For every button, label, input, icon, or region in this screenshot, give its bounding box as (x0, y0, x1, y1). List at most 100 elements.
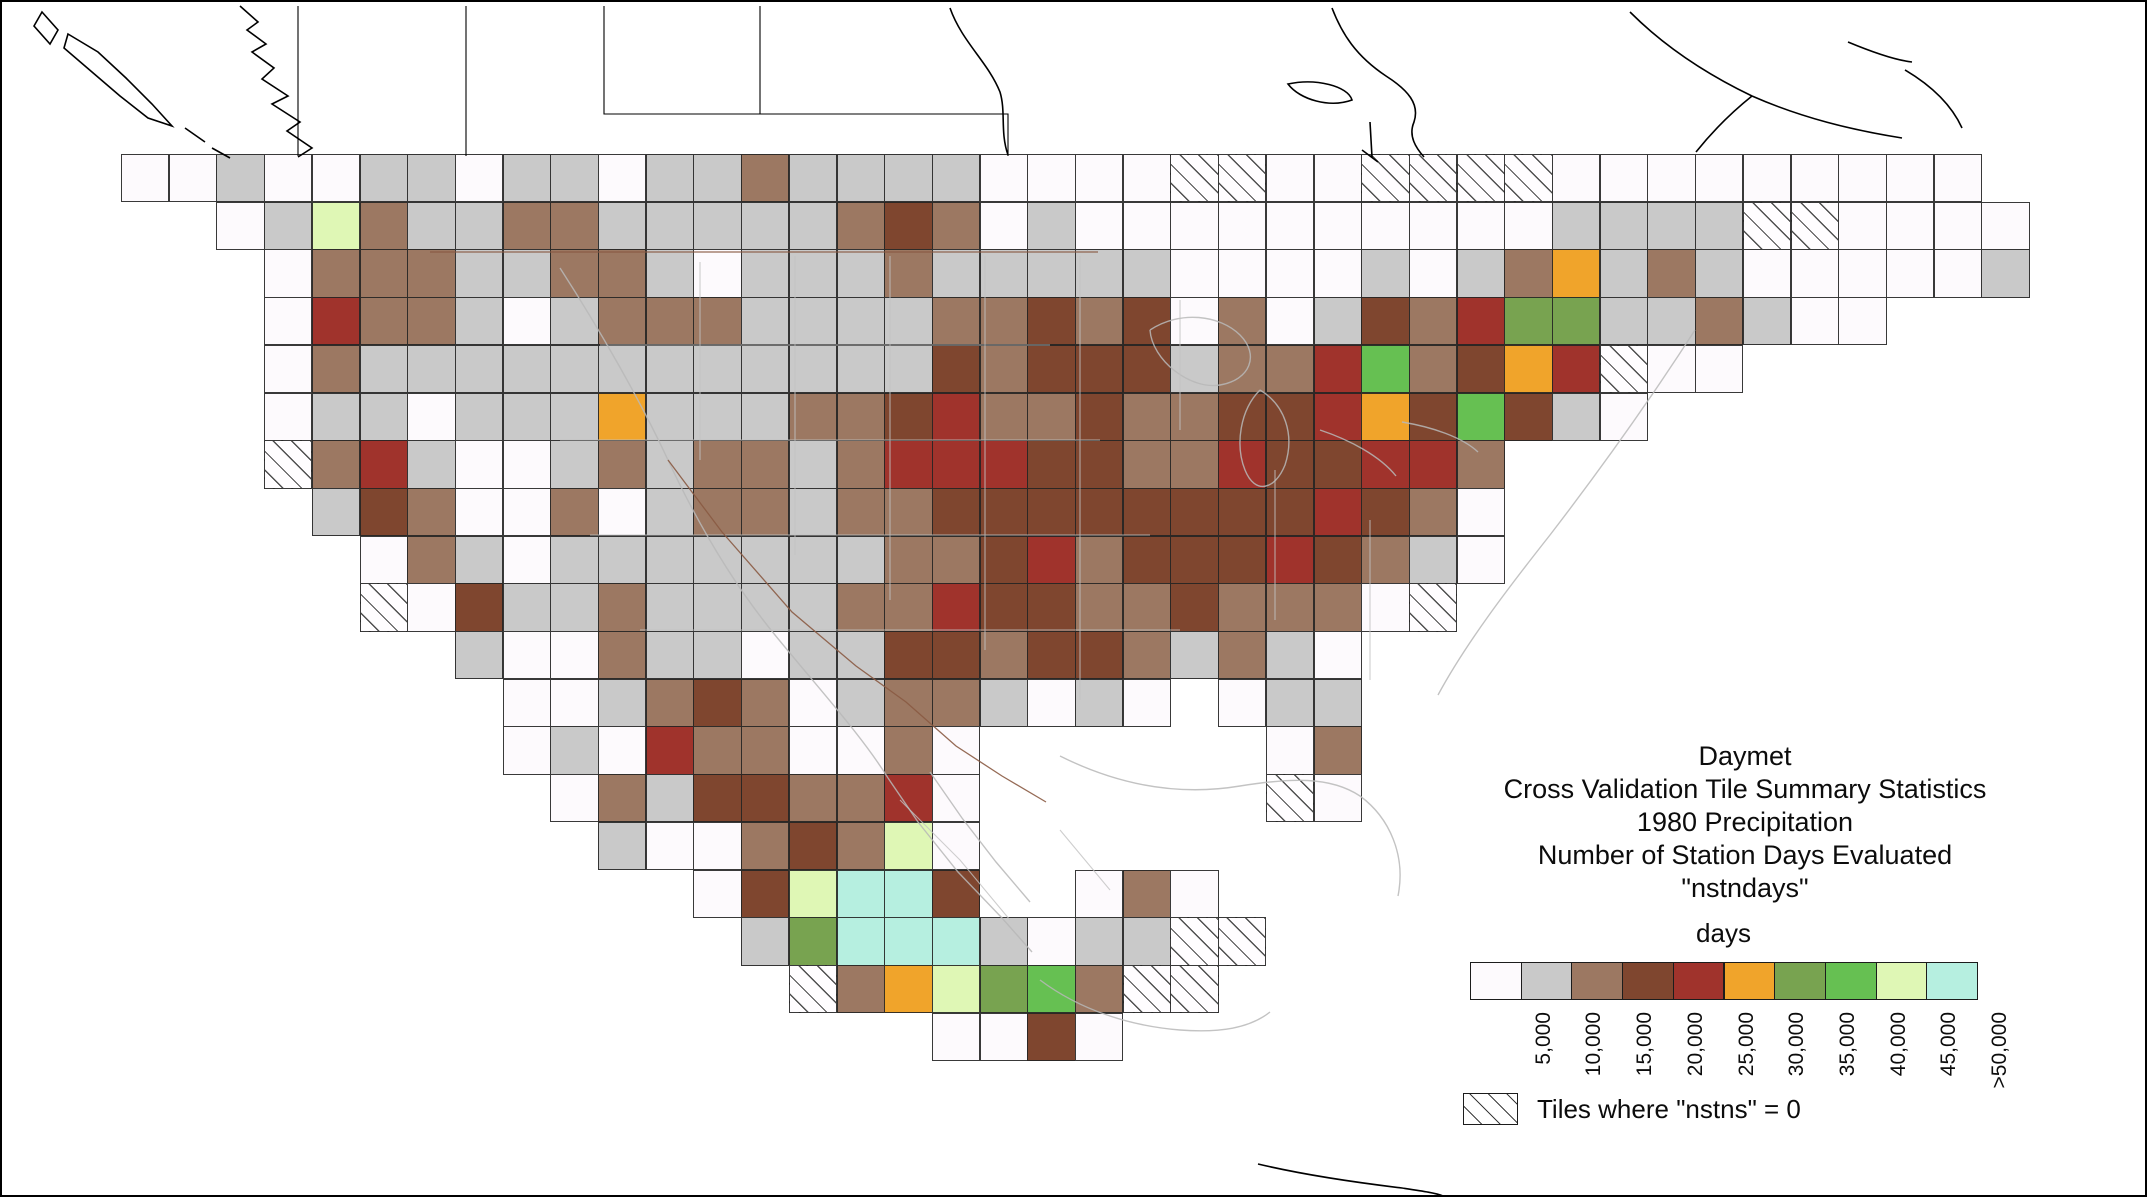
map-tile-r4-c20 (1075, 344, 1124, 394)
map-tile-r16-c19 (1027, 917, 1076, 966)
map-tile-r2-c34 (1742, 249, 1792, 298)
map-tile-r2-c26 (1361, 249, 1410, 298)
map-tile-r3-c11 (645, 297, 695, 346)
map-tile-r4-c18 (979, 344, 1028, 394)
map-tile-r9-c21 (1122, 583, 1172, 632)
map-tile-r6-c25 (1313, 440, 1362, 489)
map-tile-r9-c19 (1027, 583, 1076, 632)
map-tile-r15-c12 (693, 869, 742, 918)
map-tile-r0-c30 (1552, 154, 1601, 203)
map-tile-r2-c24 (1265, 249, 1315, 298)
map-tile-r4-c5 (359, 344, 408, 394)
map-tile-r18-c17 (931, 1012, 981, 1061)
map-tile-r3-c3 (264, 297, 313, 346)
map-tile-r9-c8 (502, 583, 551, 632)
map-tile-r7-c7 (454, 487, 504, 537)
map-tile-r5-c18 (979, 392, 1028, 441)
map-tile-r4-c9 (550, 344, 599, 394)
map-tile-r8-c8 (502, 535, 551, 584)
map-tile-r9-c11 (645, 583, 695, 632)
map-tile-r15-c21 (1122, 869, 1172, 918)
map-tile-r12-c12 (693, 726, 742, 775)
map-tile-r1-c30 (1552, 201, 1601, 251)
map-tile-r0-c5 (359, 154, 408, 203)
map-tile-r6-c19 (1027, 440, 1076, 489)
map-tile-r7-c26 (1361, 487, 1410, 537)
map-tile-r13-c13 (741, 774, 790, 823)
map-tile-r7-c23 (1218, 487, 1267, 537)
map-tile-r15-c17 (931, 869, 981, 918)
map-tile-r10-c23 (1218, 631, 1267, 680)
map-tile-r17-c20 (1075, 964, 1124, 1014)
map-tile-r8-c9 (550, 535, 599, 584)
map-tile-r0-c38 (1933, 154, 1982, 203)
map-tile-r1-c3 (264, 201, 313, 251)
map-tile-r5-c28 (1456, 392, 1505, 441)
map-tile-r14-c14 (788, 821, 838, 871)
map-tile-r3-c33 (1695, 297, 1744, 346)
map-tile-r11-c16 (884, 678, 933, 728)
map-tile-r3-c14 (788, 297, 838, 346)
map-tile-r0-c24 (1265, 154, 1315, 203)
map-tile-r8-c25 (1313, 535, 1362, 584)
map-tile-r12-c14 (788, 726, 838, 775)
map-tile-r0-c7 (454, 154, 504, 203)
map-tile-r3-c16 (884, 297, 933, 346)
map-tile-r7-c5 (359, 487, 408, 537)
map-tile-r10-c25 (1313, 631, 1362, 680)
map-tile-r2-c36 (1838, 249, 1887, 298)
map-tile-r2-c17 (931, 249, 981, 298)
map-tile-r0-c14 (788, 154, 838, 203)
map-tile-r7-c28 (1456, 487, 1505, 537)
map-tile-r17-c14 (788, 964, 838, 1014)
map-tile-r12-c9 (550, 726, 599, 775)
map-tile-r12-c8 (502, 726, 551, 775)
map-tile-r10-c8 (502, 631, 551, 680)
map-tile-r3-c23 (1218, 297, 1267, 346)
map-tile-r14-c10 (598, 821, 647, 871)
map-tile-r10-c16 (884, 631, 933, 680)
map-tile-r2-c6 (407, 249, 456, 298)
map-tile-r11-c10 (598, 678, 647, 728)
map-tile-r9-c12 (693, 583, 742, 632)
map-tile-r2-c38 (1933, 249, 1982, 298)
map-tile-r4-c6 (407, 344, 456, 394)
map-tile-r7-c20 (1075, 487, 1124, 537)
legend-swatch-8 (1824, 962, 1877, 1000)
map-tile-r14-c15 (836, 821, 885, 871)
map-tile-r11-c18 (979, 678, 1028, 728)
map-tile-r16-c15 (836, 917, 885, 966)
map-tile-r4-c13 (741, 344, 790, 394)
map-tile-r1-c4 (311, 201, 361, 251)
map-tile-r4-c11 (645, 344, 695, 394)
map-tile-r1-c18 (979, 201, 1028, 251)
title-line-1: Daymet (1698, 741, 1792, 771)
map-tile-r4-c31 (1599, 344, 1649, 394)
map-tile-r1-c20 (1075, 201, 1124, 251)
map-tile-r3-c28 (1456, 297, 1505, 346)
map-tile-r6-c27 (1408, 440, 1458, 489)
map-tile-r3-c31 (1599, 297, 1649, 346)
map-tile-r9-c22 (1170, 583, 1219, 632)
map-tile-r13-c17 (931, 774, 981, 823)
map-tile-r8-c7 (454, 535, 504, 584)
map-tile-r1-c14 (788, 201, 838, 251)
map-tile-r6-c6 (407, 440, 456, 489)
map-tile-r8-c21 (1122, 535, 1172, 584)
map-tile-r1-c35 (1790, 201, 1839, 251)
map-tile-r16-c17 (931, 917, 981, 966)
map-tile-r13-c11 (645, 774, 695, 823)
map-tile-r17-c19 (1027, 964, 1076, 1014)
map-tile-r3-c24 (1265, 297, 1315, 346)
map-tile-r8-c11 (645, 535, 695, 584)
map-tile-r3-c36 (1838, 297, 1887, 346)
map-tile-r8-c28 (1456, 535, 1505, 584)
map-tile-r0-c21 (1122, 154, 1172, 203)
map-tile-r2-c20 (1075, 249, 1124, 298)
map-tile-r14-c12 (693, 821, 742, 871)
map-tile-r6-c5 (359, 440, 408, 489)
legend-hatch-label: Tiles where "nstns" = 0 (1537, 1094, 1801, 1124)
map-tile-r9-c9 (550, 583, 599, 632)
map-tile-r2-c10 (598, 249, 647, 298)
map-tile-r13-c25 (1313, 774, 1362, 823)
